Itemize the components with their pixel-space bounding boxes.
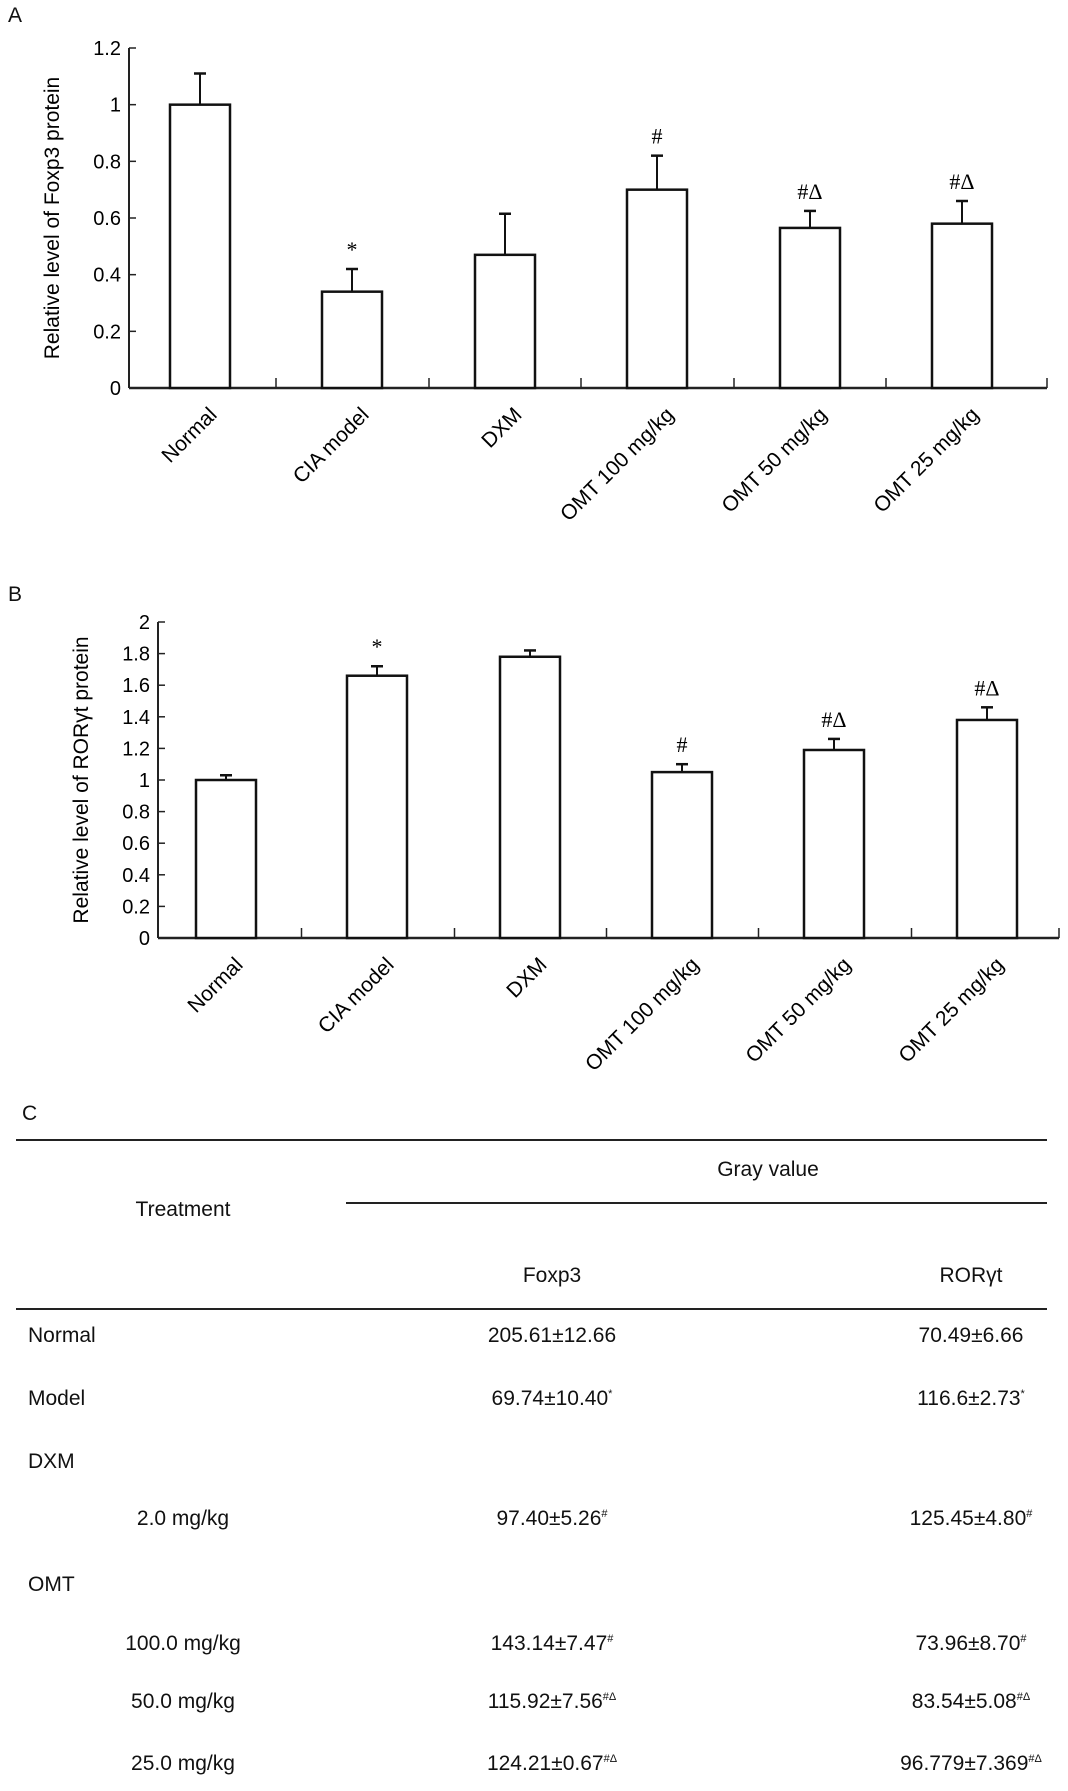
- ror-mark: *: [1020, 1388, 1025, 1400]
- ror-number: 70.49±6.66: [918, 1324, 1024, 1347]
- foxp3-number: 124.21±0.67: [486, 1752, 604, 1775]
- y-tick-label: 0.2: [122, 896, 150, 918]
- bar: [802, 748, 866, 940]
- foxp3-mark: #Δ: [603, 1753, 618, 1765]
- ror-mark: #: [1020, 1633, 1027, 1645]
- bar: [168, 103, 232, 390]
- panel-label-a: A: [8, 4, 23, 27]
- category-label: CIA model: [314, 953, 399, 1038]
- foxp3-mark: *: [608, 1388, 613, 1400]
- bar: [345, 674, 409, 940]
- group-rule: [346, 1202, 1047, 1204]
- y-tick-label: 0.8: [122, 802, 150, 824]
- bar: [650, 770, 714, 940]
- ror-mark: #Δ: [1028, 1753, 1042, 1765]
- y-tick-label: 0.6: [122, 833, 150, 855]
- row-label: Model: [28, 1387, 86, 1410]
- foxp3-mark: #Δ: [602, 1691, 617, 1703]
- significance-mark: #: [652, 124, 663, 149]
- ror-number: 96.779±7.369: [900, 1752, 1029, 1775]
- foxp3-number: 205.61±12.66: [487, 1324, 617, 1347]
- category-label: OMT 100 mg/kg: [581, 953, 703, 1075]
- row-label: 2.0 mg/kg: [136, 1507, 230, 1530]
- y-tick-label: 0: [139, 928, 150, 950]
- treatment-header: Treatment: [135, 1198, 231, 1221]
- ror-value: 125.45±4.80#: [910, 1507, 1033, 1531]
- y-tick-label: 2: [139, 612, 150, 634]
- bar: [778, 226, 842, 390]
- chart-b: 0 0.2 0.4 0.6 0.8 1 1.2 1.4 1.6 1.8 2 Relative leve…: [70, 612, 1060, 1076]
- foxp3-mark: #: [607, 1633, 614, 1645]
- ror-value: 116.6±2.73*: [917, 1387, 1025, 1411]
- y-tick-label: 1.2: [122, 738, 150, 760]
- category-label: OMT 25 mg/kg: [894, 953, 1008, 1067]
- ror-value: 96.779±7.369#Δ: [900, 1752, 1042, 1776]
- y-tick-label: 0.6: [93, 208, 121, 230]
- y-tick-label: 1.4: [122, 707, 150, 729]
- row-label: Normal: [28, 1324, 96, 1347]
- chart-a: 0 0.2 0.4 0.6 0.8 1 1.2 Relative level of Foxp3…: [41, 38, 1048, 526]
- ror-value: 83.54±5.08#Δ: [912, 1690, 1030, 1714]
- row-label: 25.0 mg/kg: [131, 1752, 235, 1775]
- bar: [930, 222, 994, 390]
- significance-mark: *: [372, 634, 383, 659]
- ror-value: 70.49±6.66: [919, 1324, 1024, 1348]
- foxp3-number: 143.14±7.47: [490, 1632, 608, 1655]
- bar: [955, 718, 1019, 940]
- ror-number: 73.96±8.70: [915, 1632, 1021, 1655]
- foxp3-header: Foxp3: [522, 1264, 582, 1287]
- panel-label-b: B: [8, 583, 23, 606]
- row-label: 50.0 mg/kg: [131, 1690, 235, 1713]
- ror-number: 125.45±4.80: [909, 1507, 1027, 1530]
- y-tick-label: 0.2: [93, 321, 121, 343]
- y-tick-label: 1.2: [93, 38, 121, 60]
- panel-label-c: C: [22, 1102, 38, 1125]
- category-label: DXM: [502, 953, 551, 1002]
- foxp3-number: 69.74±10.40: [491, 1387, 609, 1410]
- category-label: Normal: [183, 953, 247, 1017]
- group-header: Gray value: [717, 1158, 819, 1181]
- ror-header: RORγt: [939, 1264, 1003, 1287]
- significance-mark: #Δ: [949, 169, 974, 194]
- header-rule: [16, 1308, 1047, 1310]
- y-tick-label: 0: [110, 378, 121, 400]
- significance-mark: #Δ: [974, 675, 999, 700]
- y-tick-label: 1.6: [122, 675, 150, 697]
- foxp3-number: 115.92±7.56: [487, 1690, 603, 1713]
- foxp3-value: 124.21±0.67#Δ: [487, 1752, 617, 1776]
- table-top-rule: [16, 1139, 1047, 1141]
- foxp3-number: 97.40±5.26: [496, 1507, 602, 1530]
- row-label: DXM: [28, 1450, 75, 1473]
- foxp3-value: 69.74±10.40*: [492, 1387, 613, 1411]
- foxp3-value: 97.40±5.26#: [496, 1507, 607, 1531]
- foxp3-mark: #: [601, 1508, 608, 1520]
- foxp3-value: 143.14±7.47#: [491, 1632, 614, 1656]
- significance-mark: *: [347, 237, 358, 262]
- bar: [320, 290, 384, 390]
- ror-mark: #Δ: [1016, 1691, 1031, 1703]
- bar: [473, 253, 537, 390]
- ror-number: 83.54±5.08: [911, 1690, 1017, 1713]
- foxp3-value: 205.61±12.66: [488, 1324, 616, 1348]
- row-label: 100.0 mg/kg: [125, 1632, 241, 1655]
- y-tick-label: 0.4: [122, 865, 150, 887]
- y-tick-label: 1: [110, 95, 121, 117]
- y-tick-label: 1: [139, 770, 150, 792]
- significance-mark: #: [677, 732, 688, 757]
- y-tick-label: 1.8: [122, 644, 150, 666]
- row-label: OMT: [28, 1573, 75, 1596]
- y-axis-label: Relative level of RORγt protein: [70, 636, 93, 923]
- y-tick-label: 0.8: [93, 151, 121, 173]
- ror-number: 116.6±2.73: [917, 1387, 1021, 1410]
- foxp3-value: 115.92±7.56#Δ: [488, 1690, 617, 1714]
- significance-mark: #Δ: [821, 707, 846, 732]
- significance-mark: #Δ: [797, 179, 822, 204]
- bar: [498, 655, 562, 940]
- ror-value: 73.96±8.70#: [915, 1632, 1026, 1656]
- y-axis-label: Relative level of Foxp3 protein: [41, 77, 64, 360]
- bar: [194, 778, 258, 940]
- category-label: OMT 50 mg/kg: [741, 953, 855, 1067]
- y-tick-label: 0.4: [93, 265, 121, 287]
- ror-mark: #: [1026, 1508, 1033, 1520]
